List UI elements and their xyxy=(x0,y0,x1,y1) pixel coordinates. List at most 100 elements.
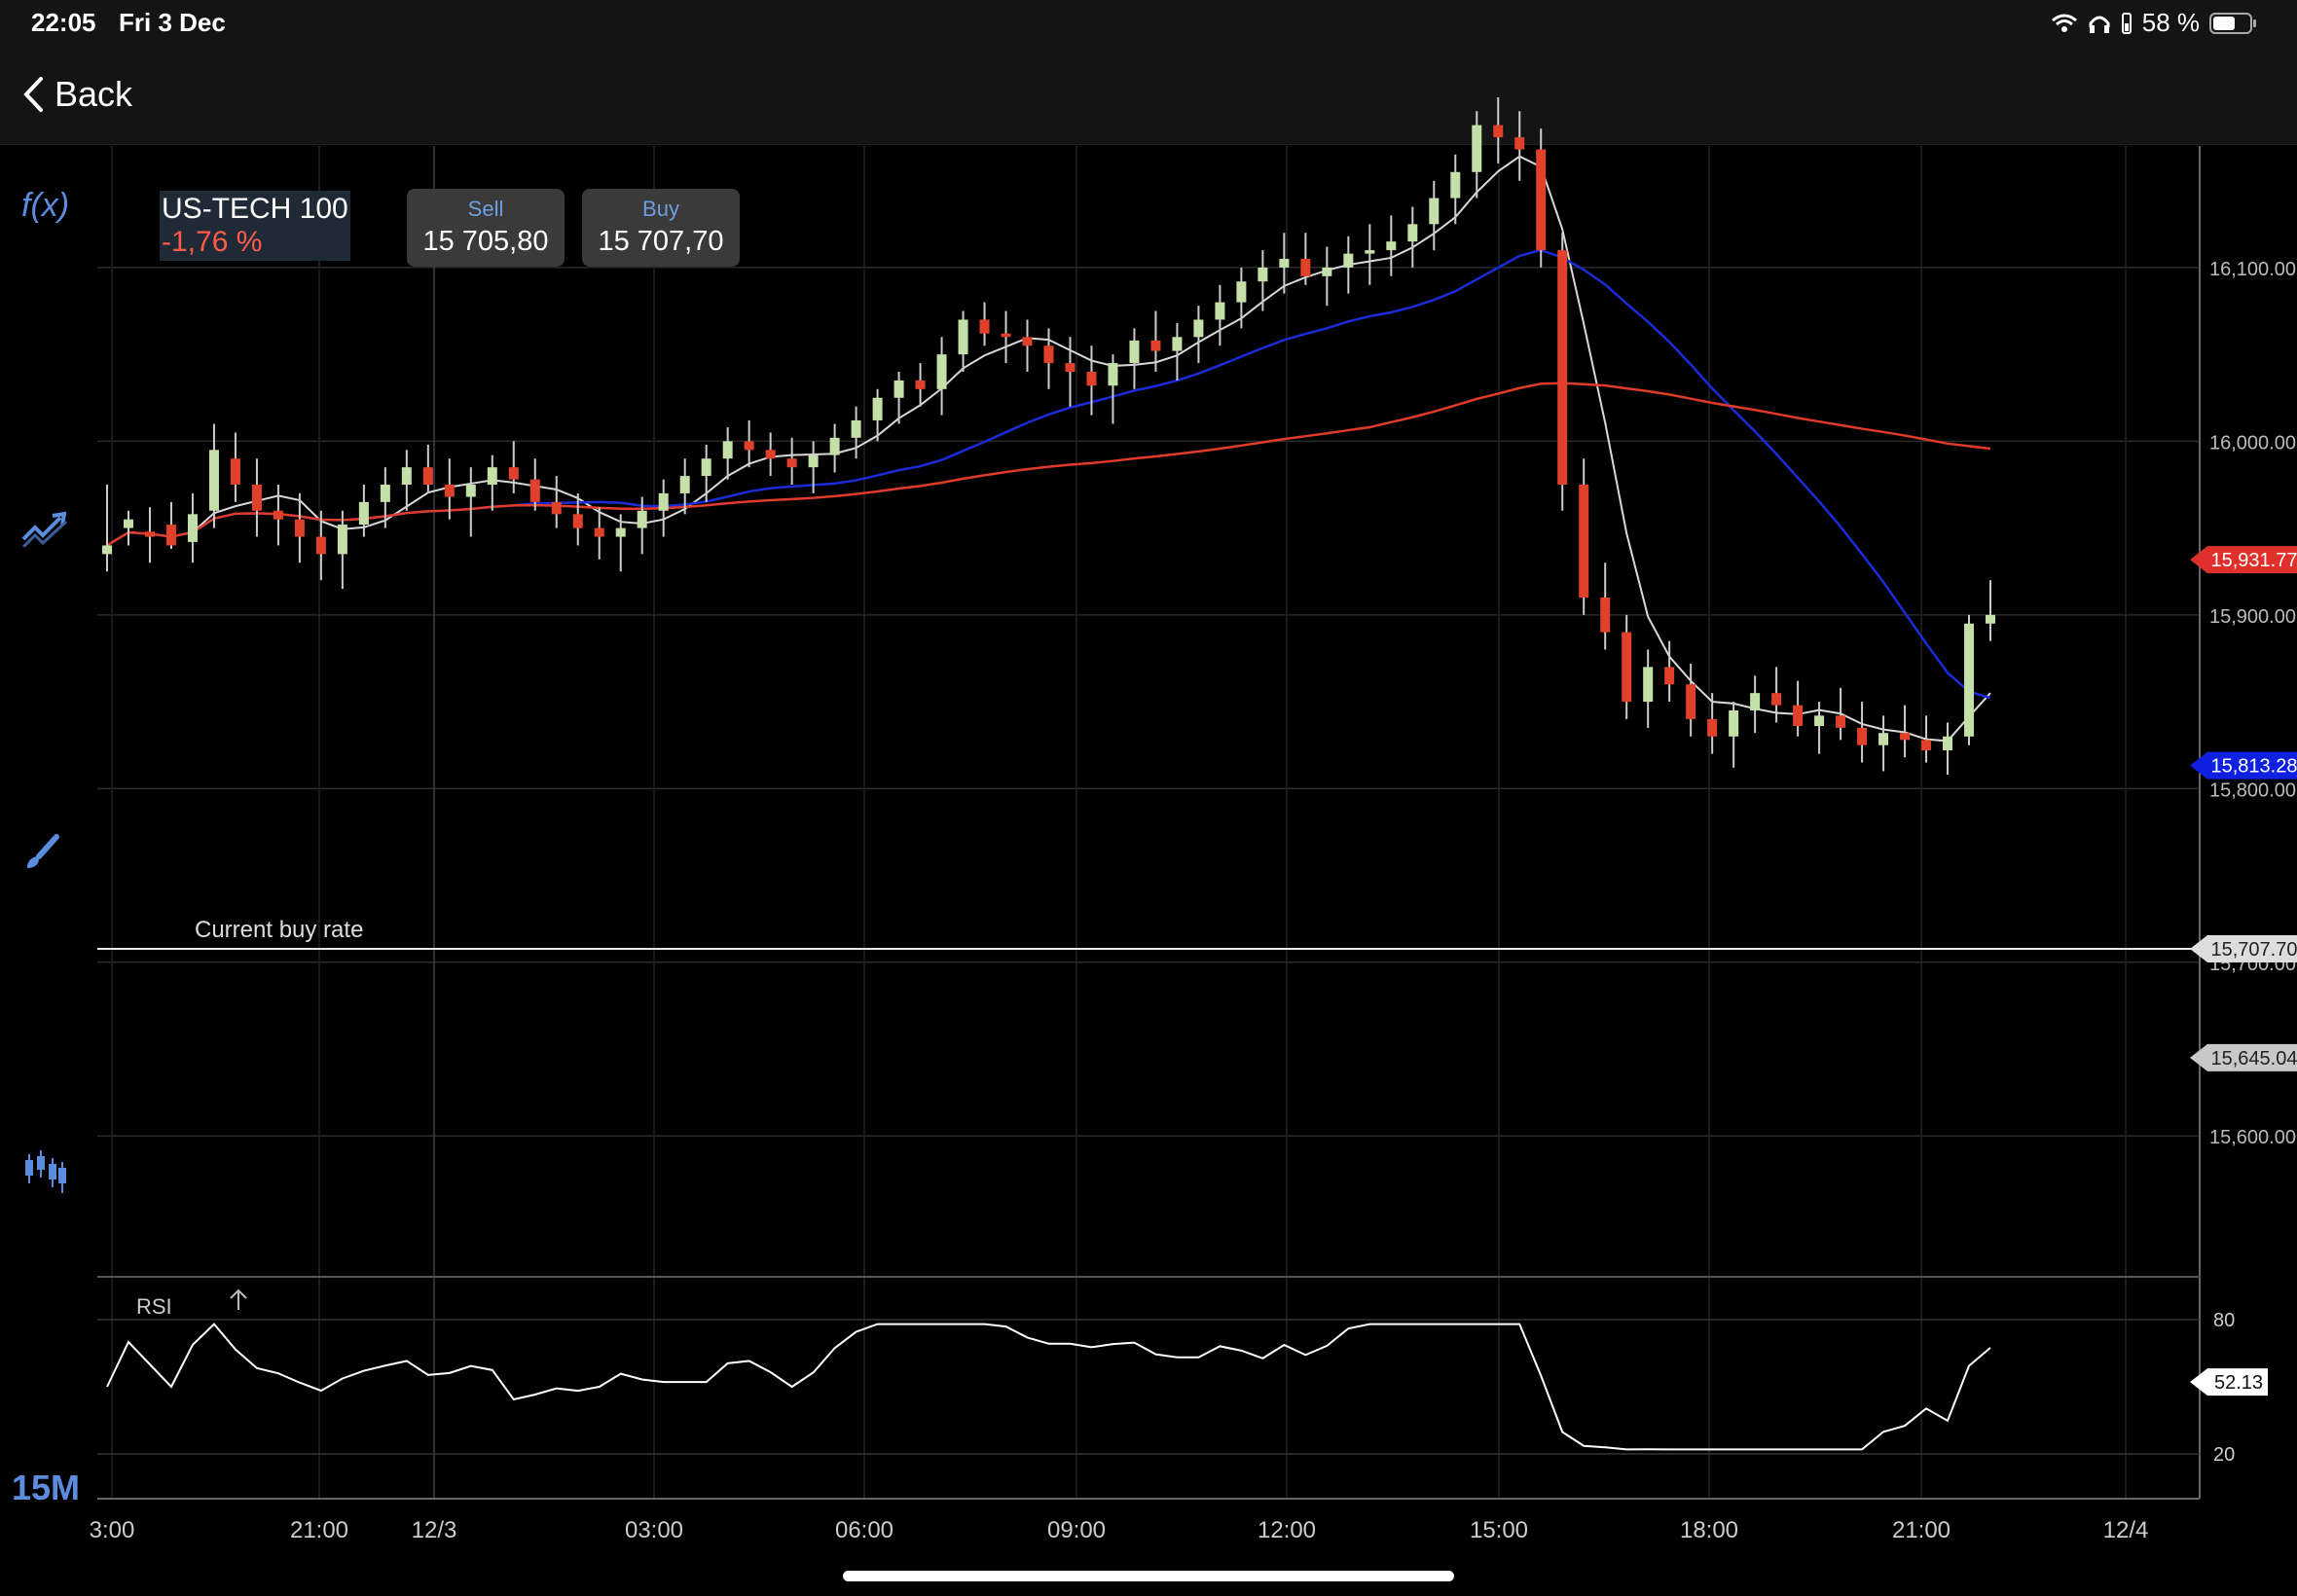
candle-body xyxy=(594,527,604,537)
candle-body xyxy=(144,531,155,537)
battery-percent: 58 % xyxy=(2141,8,2200,37)
arrow-up-icon xyxy=(230,1288,247,1310)
candle-body xyxy=(1300,259,1311,276)
back-button[interactable]: Back xyxy=(21,74,132,115)
candle-body xyxy=(1258,267,1268,282)
candle-body xyxy=(829,437,840,455)
y-tick-label: 15,600.00 xyxy=(2209,1127,2296,1148)
x-tick-label: 06:00 xyxy=(835,1517,893,1543)
rsi-current-label: 52.13 xyxy=(2214,1372,2263,1394)
candle-body xyxy=(893,380,904,398)
battery-icon xyxy=(2209,12,2256,34)
candle-body xyxy=(444,485,455,497)
price-tag: 15,707.70 xyxy=(2190,935,2297,963)
price-tag: 15,645.04 xyxy=(2190,1043,2297,1071)
candle-body xyxy=(915,380,926,389)
sell-value: 15 705,80 xyxy=(422,226,549,257)
candle-body xyxy=(1664,667,1675,685)
y-tick-label: 15,900.00 xyxy=(2209,606,2296,628)
price-tag-label: 15,931.77 xyxy=(2211,550,2297,571)
back-label: Back xyxy=(55,74,133,114)
price-tag-shape xyxy=(2190,546,2297,574)
rsi-line xyxy=(106,1323,1991,1451)
x-tick-label: 12/3 xyxy=(412,1517,457,1543)
price-tag-label: 15,645.04 xyxy=(2211,1048,2297,1070)
candle-body xyxy=(786,458,797,468)
x-tick-label: 3:00 xyxy=(90,1517,135,1543)
status-bar: 22:05 Fri 3 Dec 58 % xyxy=(0,0,2297,47)
candle-body xyxy=(744,441,754,451)
candle-body xyxy=(701,458,711,477)
candle-body xyxy=(958,319,968,355)
price-tag-shape xyxy=(2190,1043,2297,1071)
candle-body xyxy=(851,419,861,438)
candle-body xyxy=(1343,253,1354,268)
candle-body xyxy=(1771,693,1782,706)
instrument-change: -1,76 % xyxy=(162,226,263,258)
candle-body xyxy=(1707,718,1718,737)
buy-label: Buy xyxy=(642,197,679,221)
candle-body xyxy=(872,397,883,420)
candle-body xyxy=(1365,250,1375,254)
candle-body xyxy=(1836,715,1846,728)
chevron-left-icon xyxy=(23,77,43,112)
candle-body xyxy=(123,519,133,528)
price-tag: 15,813.28 xyxy=(2190,751,2297,780)
candle-body xyxy=(337,525,347,555)
candle-body xyxy=(1686,684,1696,719)
rsi-current-tag xyxy=(2190,1368,2268,1396)
candle-body xyxy=(1964,623,1975,737)
rsi-panel: RSI 80 20 52.13 xyxy=(97,1288,2268,1466)
headphones-icon xyxy=(2089,16,2110,33)
price-tag-label: 15,813.28 xyxy=(2211,756,2297,778)
candle-body xyxy=(1150,340,1161,351)
candle-body xyxy=(679,476,690,493)
chart-type-button[interactable] xyxy=(21,1148,68,1200)
function-icon: f(x) xyxy=(21,187,70,224)
candle-body xyxy=(1215,302,1225,320)
candlestick-icon xyxy=(25,1150,66,1193)
price-tag-shape xyxy=(2190,935,2297,963)
candle-body xyxy=(551,501,562,515)
candle-body xyxy=(1857,727,1868,745)
candle-body xyxy=(401,467,412,485)
candle-body xyxy=(765,450,776,459)
candle-body xyxy=(1729,710,1739,737)
rsi-level-label: 20 xyxy=(2213,1444,2235,1466)
candle-body xyxy=(230,458,240,485)
timeframe-button[interactable]: 15M xyxy=(12,1468,81,1507)
candle-body xyxy=(1172,337,1183,351)
candle-body xyxy=(1579,485,1589,598)
buy-button[interactable]: Buy 15 707,70 xyxy=(582,189,740,267)
candle-body xyxy=(1022,337,1033,346)
candle-body xyxy=(315,536,326,555)
candle-body xyxy=(1750,693,1761,710)
candle-body xyxy=(465,485,476,497)
candle-body xyxy=(1536,149,1547,251)
x-tick-label: 18:00 xyxy=(1680,1517,1738,1543)
ma-slow-line xyxy=(106,381,1991,547)
sell-button[interactable]: Sell 15 705,80 xyxy=(407,189,565,267)
candle-body xyxy=(936,354,947,389)
candle-body xyxy=(1236,281,1247,303)
instrument-info: US-TECH 100 -1,76 % xyxy=(160,191,350,261)
candle-body xyxy=(637,510,647,528)
candle-body xyxy=(529,479,540,502)
candle-body xyxy=(358,501,369,526)
candle-body xyxy=(1065,363,1076,372)
y-tick-label: 16,000.00 xyxy=(2209,432,2296,453)
candle-body xyxy=(1108,363,1118,386)
indicators-button[interactable] xyxy=(21,506,72,552)
rsi-level-label: 80 xyxy=(2213,1310,2235,1331)
candle-body xyxy=(1793,705,1804,727)
candle-body xyxy=(1279,259,1290,268)
home-indicator xyxy=(843,1571,1454,1581)
ma-mid-line xyxy=(106,248,1991,700)
x-tick-label: 21:00 xyxy=(1892,1517,1951,1543)
axis-labels: 16,100.00 16,000.00 15,900.00 15,800.00 15,7… xyxy=(90,259,2297,1543)
candle-body xyxy=(294,519,305,537)
y-tick-label: 15,800.00 xyxy=(2209,780,2296,801)
x-tick-label: 03:00 xyxy=(625,1517,683,1543)
function-button[interactable]: f(x) xyxy=(21,187,69,225)
drawing-tools-button[interactable] xyxy=(21,833,60,877)
